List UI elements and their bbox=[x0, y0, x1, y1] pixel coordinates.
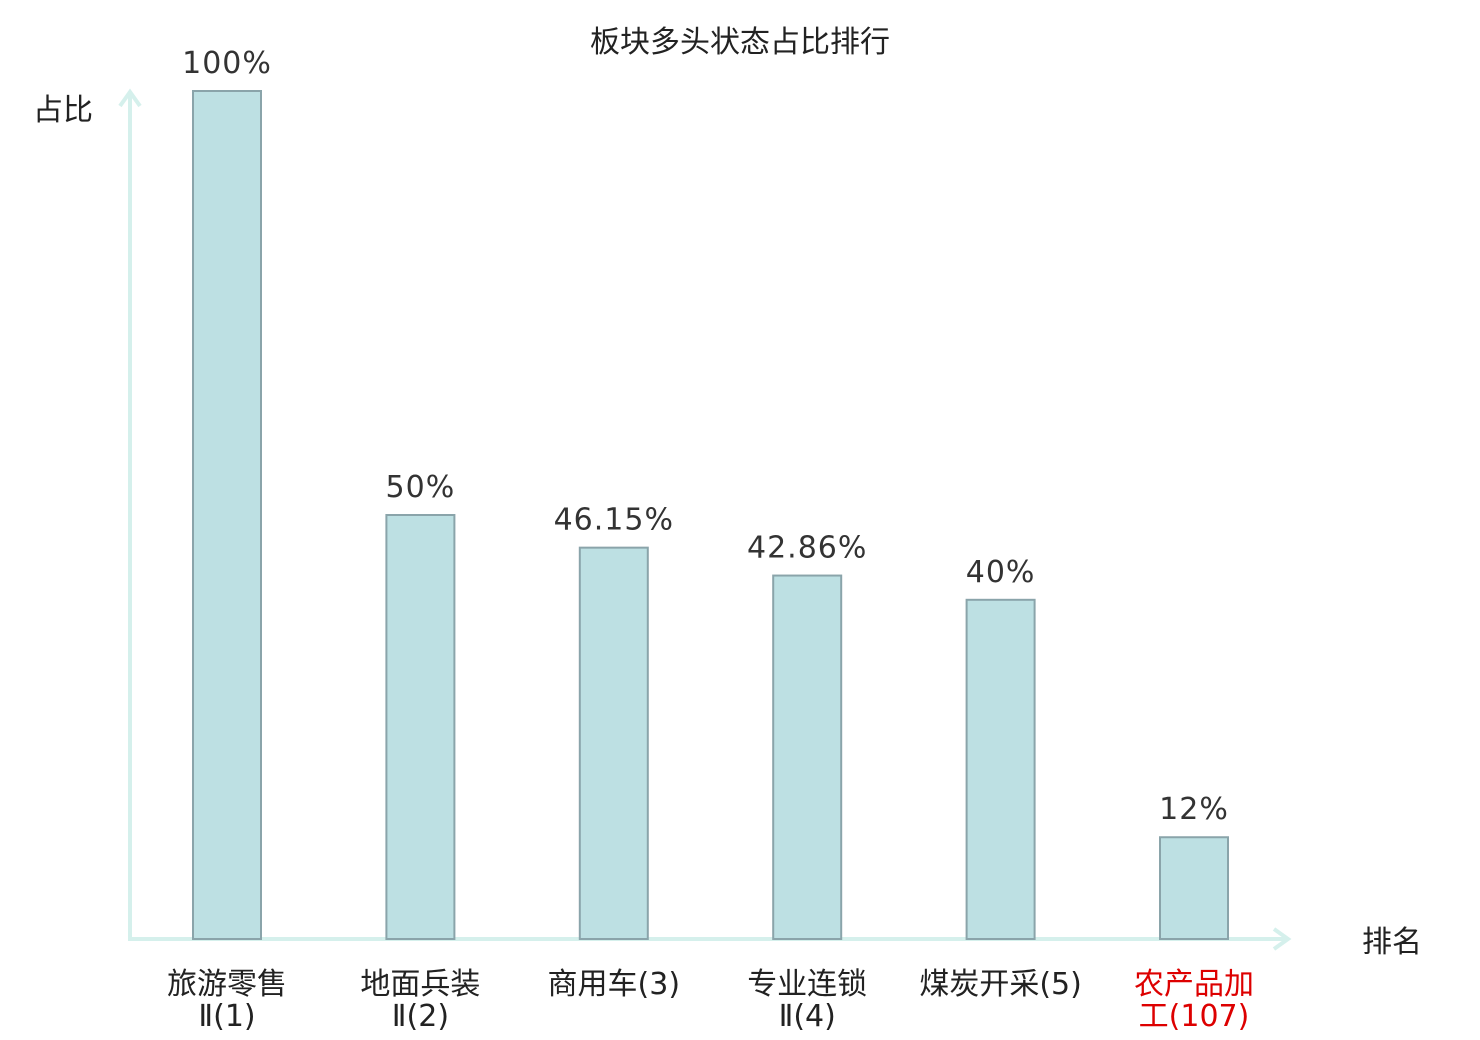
data-label: 50% bbox=[386, 470, 456, 505]
x-tick-label: 专业连锁 Ⅱ(4) bbox=[747, 967, 867, 1034]
bar bbox=[192, 90, 262, 940]
data-label: 46.15% bbox=[554, 503, 674, 538]
x-tick-label: 煤炭开采(5) bbox=[919, 967, 1082, 1002]
chart-title: 板块多头状态占比排行 bbox=[590, 25, 890, 60]
x-tick-label: 商用车(3) bbox=[548, 967, 681, 1002]
axes bbox=[118, 88, 1292, 951]
value-labels-group: 100% 50% 46.15% 42.86% 40% 12% bbox=[182, 46, 1229, 827]
data-label: 100% bbox=[182, 46, 272, 81]
bars-group bbox=[192, 90, 1229, 940]
x-tick-label: 旅游零售 Ⅱ(1) bbox=[167, 967, 287, 1034]
data-label: 40% bbox=[966, 555, 1036, 590]
bar bbox=[578, 546, 649, 940]
x-tick-label: 农产品加工(107) bbox=[1134, 967, 1254, 1034]
bar bbox=[385, 514, 456, 940]
y-axis-label: 占比 bbox=[33, 93, 93, 128]
bar bbox=[1159, 836, 1229, 940]
y-axis-arrow bbox=[118, 88, 142, 108]
x-axis-arrow bbox=[1272, 927, 1292, 951]
bar bbox=[965, 598, 1036, 940]
x-tick-labels-group: 旅游零售 Ⅱ(1) 地面兵装 Ⅱ(2) 商用车(3) 专业连锁 Ⅱ(4) 煤炭开采(5) 农产品… bbox=[167, 967, 1254, 1034]
x-axis-label: 排名 bbox=[1362, 925, 1422, 960]
x-tick-label: 地面兵装 Ⅱ(2) bbox=[360, 967, 480, 1034]
data-label: 12% bbox=[1159, 792, 1229, 827]
bar bbox=[772, 574, 843, 940]
data-label: 42.86% bbox=[747, 531, 867, 566]
